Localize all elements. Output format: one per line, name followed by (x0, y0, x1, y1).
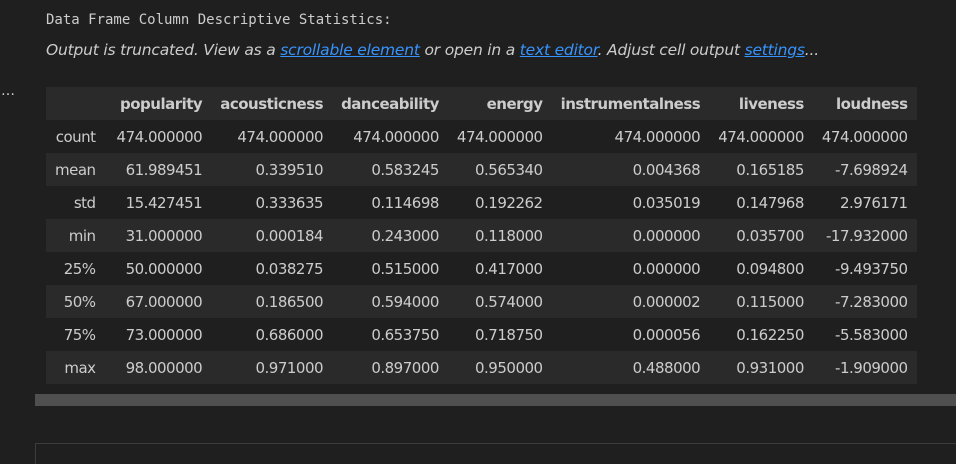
table-cell: 0.000000 (551, 219, 710, 252)
table-cell: 0.000056 (551, 318, 710, 351)
table-cell: 0.897000 (332, 351, 448, 384)
row-index-label: 75% (46, 318, 108, 351)
table-row: count 474.000000 474.000000 474.000000 474.0… (46, 120, 917, 153)
table-cell: 0.594000 (332, 285, 448, 318)
table-cell: 0.186500 (211, 285, 333, 318)
table-cell: 0.000002 (551, 285, 710, 318)
settings-link[interactable]: settings (744, 41, 805, 59)
table-row: max 98.000000 0.971000 0.897000 0.950000 0.48… (46, 351, 917, 384)
column-header: popularity (107, 87, 212, 120)
table-cell: 474.000000 (332, 120, 448, 153)
table-cell: 15.427451 (107, 186, 212, 219)
stream-output-text: Data Frame Column Descriptive Statistics… (46, 12, 392, 28)
table-cell: 474.000000 (551, 120, 710, 153)
more-actions-icon[interactable]: … (1, 83, 16, 99)
table-cell: 0.718750 (447, 318, 552, 351)
table-cell: -9.493750 (812, 252, 917, 285)
table-row: 25% 50.000000 0.038275 0.515000 0.417000 0.00… (46, 252, 917, 285)
table-cell: 474.000000 (107, 120, 212, 153)
table-cell: 0.115000 (709, 285, 813, 318)
table-cell: 0.488000 (551, 351, 710, 384)
table-cell: 0.000184 (211, 219, 333, 252)
table-cell: 0.686000 (211, 318, 333, 351)
table-cell: 0.147968 (709, 186, 813, 219)
table-cell: 0.339510 (211, 153, 333, 186)
table-body: count 474.000000 474.000000 474.000000 474.0… (46, 120, 917, 384)
table-cell: 0.035700 (709, 219, 813, 252)
table-cell: 0.000000 (551, 252, 710, 285)
table-cell: 0.114698 (332, 186, 448, 219)
table-cell: 0.565340 (447, 153, 552, 186)
table-cell: 98.000000 (107, 351, 212, 384)
table-cell: 0.515000 (332, 252, 448, 285)
table-cell: 0.038275 (211, 252, 333, 285)
column-header: danceability (332, 87, 448, 120)
column-header: acousticness (211, 87, 333, 120)
text-editor-link[interactable]: text editor (519, 41, 598, 59)
table-row: std 15.427451 0.333635 0.114698 0.192262 0.03… (46, 186, 917, 219)
table-cell: 474.000000 (447, 120, 552, 153)
table-cell: 0.574000 (447, 285, 552, 318)
scrollbar-thumb[interactable] (35, 394, 956, 406)
table-row: min 31.000000 0.000184 0.243000 0.118000 0.00… (46, 219, 917, 252)
table-cell: 0.118000 (447, 219, 552, 252)
table-cell: 31.000000 (107, 219, 212, 252)
table-cell: 50.000000 (107, 252, 212, 285)
truncation-after-editor: . Adjust cell output (597, 41, 745, 59)
column-header: instrumentalness (551, 87, 710, 120)
table-cell: 0.583245 (332, 153, 448, 186)
table-cell: 0.931000 (709, 351, 813, 384)
truncation-middle: or open in a (419, 41, 520, 59)
column-header: loudness (812, 87, 917, 120)
row-index-label: mean (46, 153, 108, 186)
table-cell: 73.000000 (107, 318, 212, 351)
dataframe-table: popularity acousticness danceability energy… (46, 87, 917, 384)
row-index-label: count (46, 120, 108, 153)
column-header: liveness (709, 87, 813, 120)
truncation-prefix: Output is truncated. View as a (46, 41, 281, 59)
cell-output-area: … Data Frame Column Descriptive Statisti… (1, 12, 956, 464)
table-cell: 0.165185 (709, 153, 813, 186)
row-index-label: max (46, 351, 108, 384)
table-cell: 0.243000 (332, 219, 448, 252)
table-cell: 0.004368 (551, 153, 710, 186)
truncation-suffix: ... (804, 41, 819, 59)
table-cell: 474.000000 (211, 120, 333, 153)
row-index-label: min (46, 219, 108, 252)
table-cell: -5.583000 (812, 318, 917, 351)
table-cell: 474.000000 (812, 120, 917, 153)
table-cell: 67.000000 (107, 285, 212, 318)
table-cell: -17.932000 (812, 219, 917, 252)
table-cell: 2.976171 (812, 186, 917, 219)
table-cell: 474.000000 (709, 120, 813, 153)
row-index-label: 50% (46, 285, 108, 318)
table-cell: 61.989451 (107, 153, 212, 186)
scrollable-element-link[interactable]: scrollable element (280, 41, 420, 59)
table-cell: 0.035019 (551, 186, 710, 219)
table-cell: -7.283000 (812, 285, 917, 318)
table-row: 50% 67.000000 0.186500 0.594000 0.574000 0.00… (46, 285, 917, 318)
table-cell: -7.698924 (812, 153, 917, 186)
row-index-label: std (46, 186, 108, 219)
table-row: mean 61.989451 0.339510 0.583245 0.565340 0.0… (46, 153, 917, 186)
table-cell: 0.094800 (709, 252, 813, 285)
index-header (46, 87, 108, 120)
table-cell: 0.333635 (211, 186, 333, 219)
column-header: energy (447, 87, 552, 120)
table-cell: 0.417000 (447, 252, 552, 285)
table-header-row: popularity acousticness danceability energy… (46, 87, 917, 120)
table-cell: 0.162250 (709, 318, 813, 351)
horizontal-scrollbar[interactable] (35, 394, 956, 406)
table-cell: 0.192262 (447, 186, 552, 219)
table-cell: 0.971000 (211, 351, 333, 384)
table-cell: 0.950000 (447, 351, 552, 384)
truncation-message: Output is truncated. View as a scrollabl… (46, 41, 819, 59)
table-cell: 0.653750 (332, 318, 448, 351)
table-row: 75% 73.000000 0.686000 0.653750 0.718750 0.00… (46, 318, 917, 351)
row-index-label: 25% (46, 252, 108, 285)
table-cell: -1.909000 (812, 351, 917, 384)
